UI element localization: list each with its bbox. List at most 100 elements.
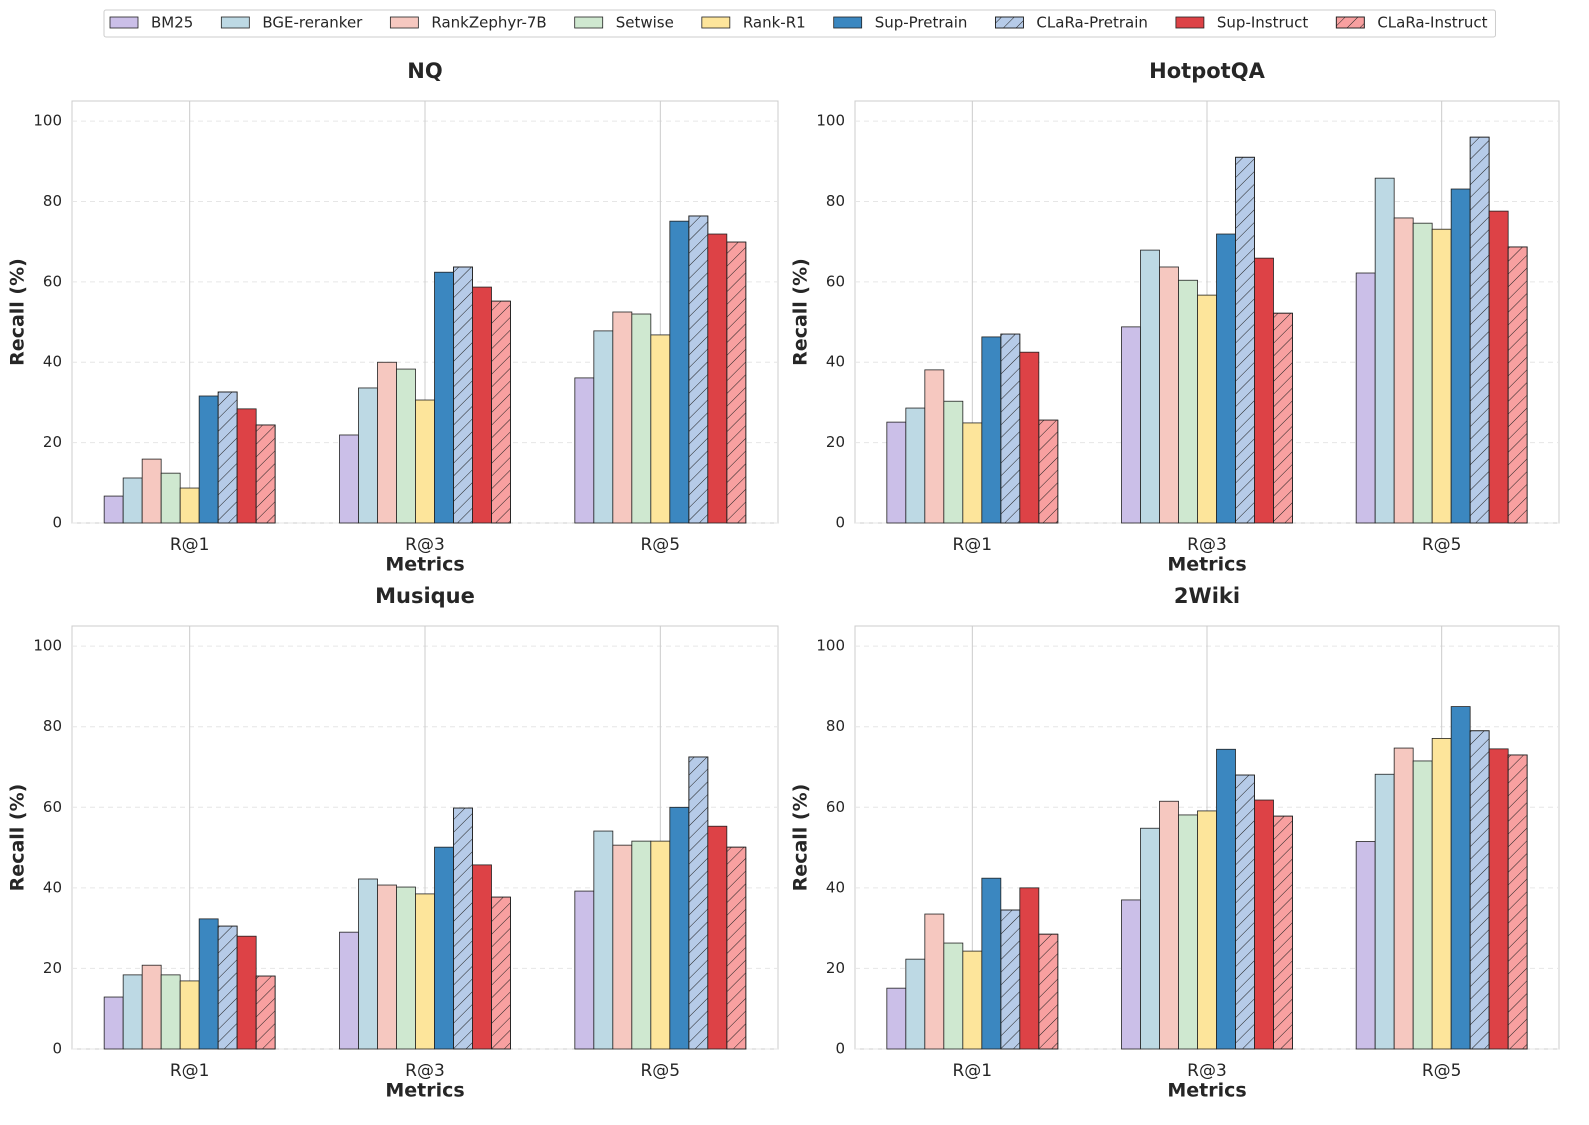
bar	[1254, 257, 1274, 524]
bar	[981, 877, 1002, 1050]
y-tick-label: 80	[43, 192, 62, 210]
bar	[1393, 747, 1414, 1050]
bar	[179, 980, 200, 1050]
bar	[1178, 814, 1198, 1050]
x-tick-label: R@3	[405, 535, 445, 555]
bar	[377, 884, 397, 1050]
legend-hatch	[1335, 16, 1365, 29]
bar	[1412, 760, 1433, 1050]
bar-hatch	[217, 391, 238, 524]
bar	[339, 434, 359, 524]
bar	[122, 477, 143, 524]
bar	[198, 395, 219, 524]
bar	[1488, 748, 1509, 1050]
bar-hatch	[491, 896, 511, 1050]
chart-title: HotpotQA	[1149, 59, 1265, 83]
bar-hatch	[1273, 815, 1293, 1050]
y-tick-label: 100	[816, 112, 845, 130]
bar	[1019, 351, 1040, 524]
x-tick-label: R@5	[1422, 535, 1462, 555]
x-axis-label: Metrics	[385, 1080, 464, 1102]
legend-label: Setwise	[616, 14, 674, 32]
y-axis-label: Recall (%)	[7, 258, 29, 366]
bar	[593, 330, 614, 524]
bar	[1216, 748, 1236, 1050]
bar	[472, 286, 492, 524]
legend-label: BM25	[151, 14, 193, 32]
chart: 0 20 40 60 80 100 R@1 R@3 R@5 2Wiki Metrics Recall …	[790, 584, 1560, 1102]
legend-label: RankZephyr-7B	[431, 14, 546, 32]
bar	[1355, 841, 1376, 1050]
bar-hatch	[1469, 730, 1490, 1050]
bar	[943, 400, 964, 524]
bar	[198, 918, 219, 1050]
bar	[1140, 249, 1160, 524]
x-tick-label: R@1	[170, 535, 210, 555]
bar	[179, 487, 200, 524]
chart-title: NQ	[407, 59, 442, 83]
bar	[358, 878, 378, 1050]
bar	[1374, 177, 1395, 524]
bar	[434, 846, 454, 1050]
bar-hatch	[1507, 754, 1528, 1050]
bar-hatch	[1000, 333, 1021, 524]
bar-hatch	[1038, 933, 1059, 1050]
y-tick-label: 80	[826, 717, 845, 735]
bar	[650, 334, 671, 524]
y-tick-label: 0	[835, 514, 845, 532]
y-tick-label: 0	[52, 514, 62, 532]
x-axis-label: Metrics	[1167, 1080, 1246, 1102]
bar	[396, 886, 416, 1050]
y-axis-label: Recall (%)	[790, 784, 812, 892]
bar	[415, 399, 435, 524]
bar	[669, 220, 690, 524]
legend-label: BGE-reranker	[262, 14, 363, 32]
bar-hatch	[688, 756, 709, 1050]
bar-hatch	[1000, 909, 1021, 1050]
bar	[1374, 773, 1395, 1050]
y-tick-label: 80	[43, 717, 62, 735]
y-tick-label: 40	[43, 353, 62, 371]
bar-hatch	[1273, 312, 1293, 524]
bar	[924, 369, 945, 524]
bar	[612, 311, 633, 524]
bar	[905, 407, 926, 524]
bar	[707, 233, 728, 524]
bar	[1019, 887, 1040, 1050]
bar	[1431, 228, 1452, 524]
legend-hatch	[995, 16, 1024, 29]
bar	[1197, 810, 1217, 1050]
bar	[943, 942, 964, 1050]
y-tick-label: 20	[43, 959, 62, 977]
bar	[141, 458, 162, 524]
bar	[1178, 279, 1198, 524]
bar	[1197, 294, 1217, 524]
bar	[122, 974, 143, 1050]
bar	[1140, 827, 1160, 1050]
y-tick-label: 0	[835, 1040, 845, 1058]
bar-hatch	[1235, 156, 1255, 524]
bar	[707, 825, 728, 1050]
y-tick-label: 80	[826, 192, 845, 210]
x-axis-label: Metrics	[385, 554, 464, 576]
chart: 0 20 40 60 80 100 R@1 R@3 R@5 NQ Metrics Recall (%)	[7, 59, 779, 576]
bar	[1450, 188, 1471, 524]
bar	[1412, 222, 1433, 524]
bar	[1159, 800, 1179, 1050]
legend-label: Sup-Pretrain	[875, 14, 968, 32]
bar-hatch	[1235, 774, 1255, 1050]
y-tick-label: 0	[52, 1040, 62, 1058]
bar	[981, 336, 1002, 524]
bar	[472, 864, 492, 1050]
bar-hatch	[688, 215, 709, 524]
y-tick-label: 60	[43, 272, 62, 290]
chart-title: Musique	[375, 584, 475, 608]
legend-swatch	[220, 16, 250, 29]
y-tick-label: 40	[43, 878, 62, 896]
x-tick-label: R@3	[1187, 1061, 1227, 1081]
y-axis-label: Recall (%)	[7, 784, 29, 892]
bar	[962, 422, 983, 524]
x-tick-label: R@1	[170, 1061, 210, 1081]
bar	[141, 964, 162, 1050]
y-tick-label: 100	[33, 112, 62, 130]
